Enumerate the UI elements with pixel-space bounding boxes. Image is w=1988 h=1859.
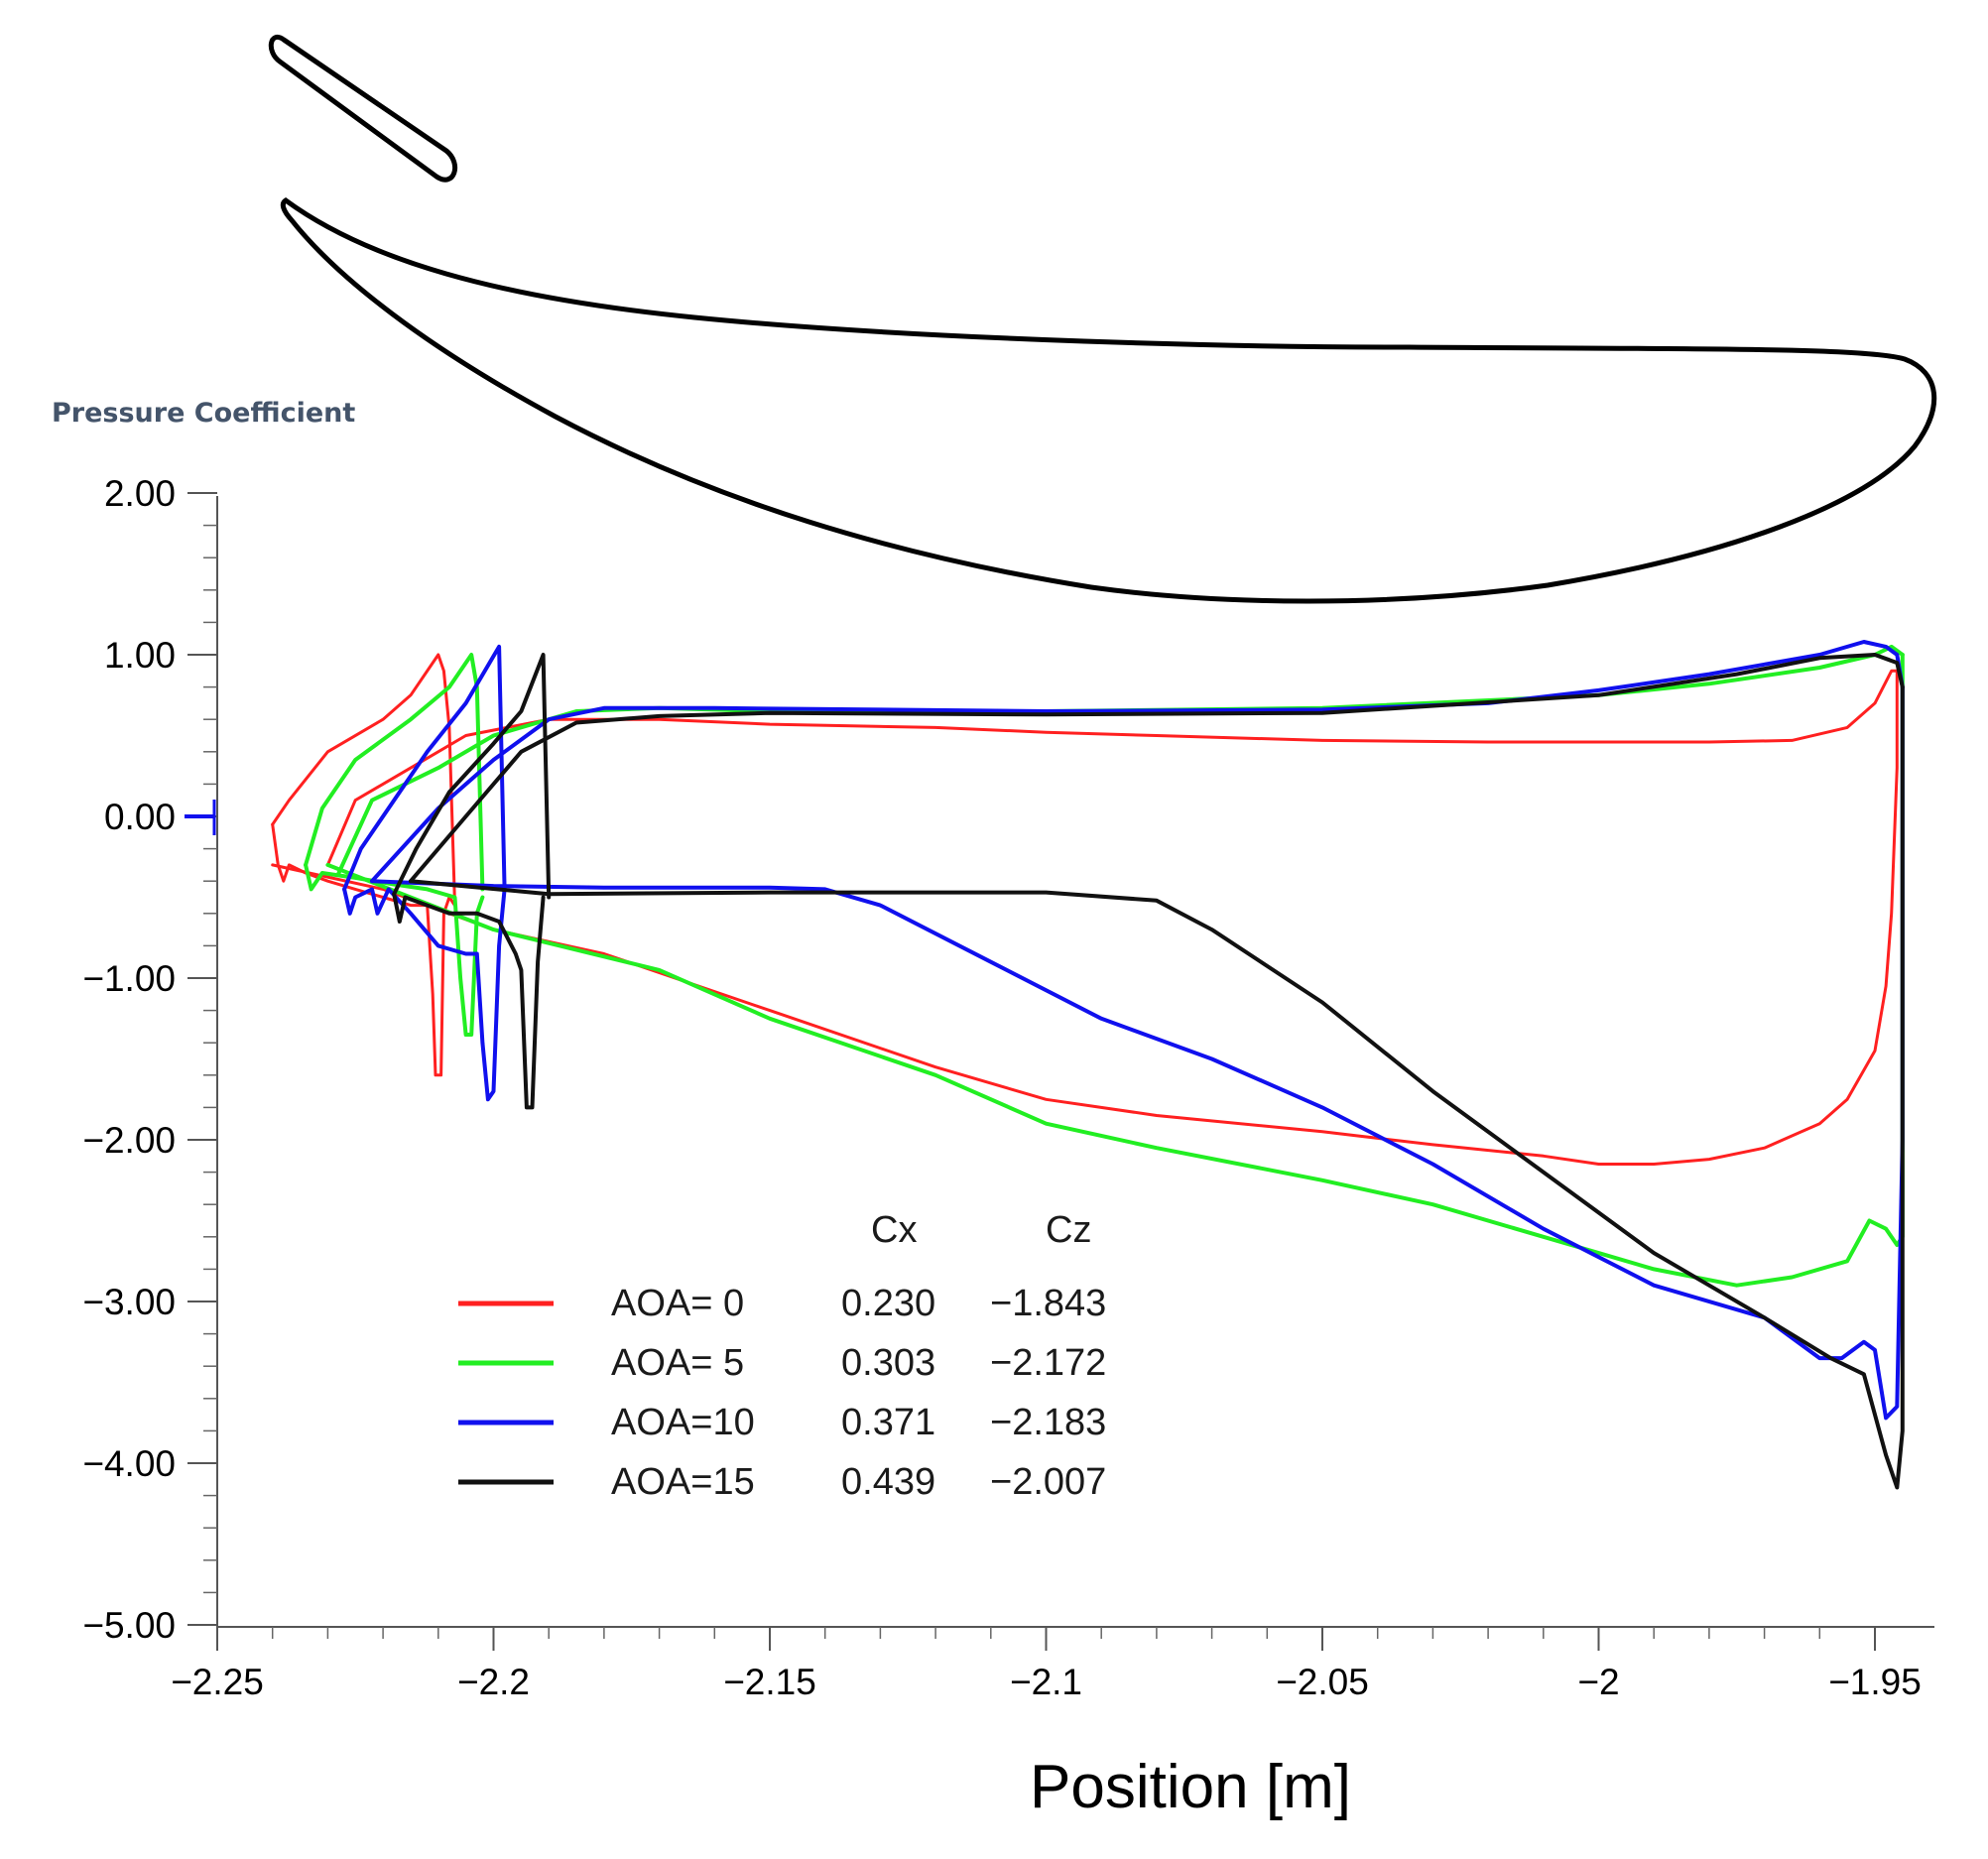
x-tick-label: −2.2 <box>457 1662 530 1702</box>
legend-label: AOA= 0 <box>611 1283 744 1324</box>
legend-cx-value: 0.230 <box>841 1283 935 1324</box>
curve-main-upper <box>370 684 1905 1421</box>
x-tick-label: −2 <box>1577 1662 1619 1702</box>
curve-main-upper <box>325 653 1905 1288</box>
legend-label: AOA= 5 <box>611 1342 744 1384</box>
x-tick-label: −2.25 <box>171 1662 264 1702</box>
legend-cz-value: −2.183 <box>990 1402 1106 1443</box>
curve-slat-upper <box>392 892 546 1110</box>
x-axis-title: Position [m] <box>1030 1753 1351 1821</box>
legend-cz-value: −2.007 <box>990 1461 1106 1503</box>
y-tick-label: −5.00 <box>82 1605 176 1646</box>
y-axis-title: Pressure Coefficient <box>52 398 355 429</box>
y-tick-label: −3.00 <box>82 1282 176 1322</box>
curve-slat-upper <box>304 862 485 1037</box>
x-tick-label: −1.95 <box>1828 1662 1922 1702</box>
y-tick-label: −4.00 <box>82 1443 176 1484</box>
legend-cx-value: 0.371 <box>841 1402 935 1443</box>
curve-slat-lower <box>304 653 485 892</box>
y-ticks: 2.00 1.00 0.00 −1.00 −2.00 −3.00 −4.00 −5.00 <box>82 473 217 1646</box>
zero-marker <box>185 800 216 835</box>
curve-slat-lower <box>392 653 552 900</box>
curve-slat-lower <box>342 644 507 892</box>
x-tick-label: −2.05 <box>1276 1662 1369 1702</box>
curve-main-lower <box>409 653 1905 884</box>
x-ticks: −2.25 −2.2 −2.15 −2.1 −2.05 −2 −1.95 <box>171 1627 1922 1702</box>
legend-cz-value: −1.843 <box>990 1283 1106 1324</box>
data-series <box>271 640 1905 1490</box>
legend-cz-value: −2.172 <box>990 1342 1106 1384</box>
curve-main-lower <box>325 669 1899 867</box>
legend-header-cz: Cz <box>1046 1209 1091 1251</box>
x-tick-label: −2.1 <box>1010 1662 1082 1702</box>
main-element-outline <box>280 197 1937 604</box>
curve-main-lower <box>370 640 1905 884</box>
legend-cx-value: 0.439 <box>841 1461 935 1503</box>
legend-cx-value: 0.303 <box>841 1342 935 1384</box>
series-aoa-15 <box>392 653 1905 1490</box>
airfoil-illustration <box>268 35 1937 604</box>
legend-label: AOA=10 <box>611 1402 755 1443</box>
y-tick-label: 2.00 <box>104 473 176 514</box>
series-aoa-0 <box>271 653 1899 1166</box>
slat-outline <box>268 35 458 183</box>
curve-slat-lower <box>271 653 456 908</box>
y-tick-label: 1.00 <box>104 635 176 676</box>
curve-slat-upper <box>342 887 507 1102</box>
y-tick-label: −1.00 <box>82 958 176 999</box>
curve-main-upper <box>409 684 1905 1490</box>
y-tick-label: −2.00 <box>82 1120 176 1161</box>
x-tick-label: −2.15 <box>723 1662 816 1702</box>
legend-header-cx: Cx <box>871 1209 917 1251</box>
legend: Cx Cz AOA= 0 0.230 −1.843 AOA= 5 0.303 −… <box>458 1209 1106 1503</box>
series-aoa-10 <box>342 640 1905 1421</box>
y-tick-label: 0.00 <box>104 797 176 837</box>
legend-label: AOA=15 <box>611 1461 755 1503</box>
